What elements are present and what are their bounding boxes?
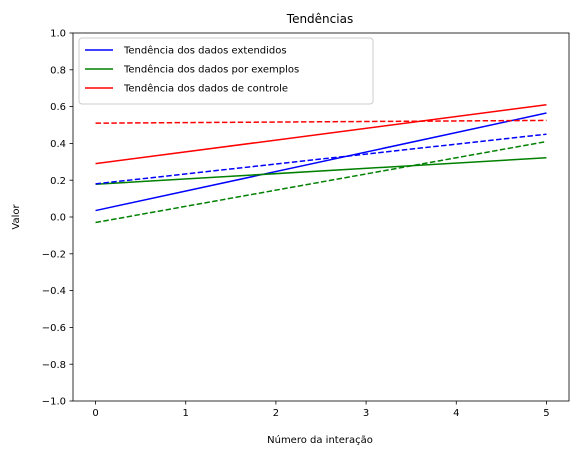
x-tick-label: 4 (453, 408, 459, 419)
y-tick-label: 0.4 (50, 139, 66, 150)
legend-label: Tendência dos dados de controle (123, 83, 288, 95)
x-tick-label: 2 (273, 408, 279, 419)
y-tick-label: −0.8 (42, 360, 66, 371)
y-axis-label: Valor (11, 204, 22, 230)
x-tick-label: 5 (543, 408, 549, 419)
y-tick-label: 0.8 (50, 65, 66, 76)
series-line-4 (95, 133, 547, 185)
y-tick-label: −0.2 (42, 249, 66, 260)
y-tick-label: 0.2 (50, 176, 66, 187)
series-line-6 (95, 119, 547, 124)
y-tick-label: 1.0 (50, 29, 66, 40)
legend: Tendência dos dados extendidos Tendência … (78, 37, 374, 105)
plot-area: 0 1 2 3 4 5 −1.0 −0.8 −0.6 −0.4 −0.2 0.0 0.2 0.4 0.6 0.… (42, 29, 570, 419)
series-line-2 (95, 157, 547, 185)
legend-label: Tendência dos dados extendidos (123, 45, 287, 57)
y-tick-label: −0.6 (42, 323, 66, 334)
x-axis-label: Número da interação (267, 434, 373, 446)
x-tick-label: 0 (92, 408, 98, 419)
x-tick-label: 1 (183, 408, 189, 419)
y-tick-label: −0.4 (42, 286, 66, 297)
y-tick-label: 0.6 (50, 102, 66, 113)
chart-title: Tendências (286, 12, 353, 26)
x-tick-label: 3 (363, 408, 369, 419)
y-tick-label: −1.0 (42, 397, 66, 408)
series-line-1 (95, 112, 547, 212)
series-line-3 (95, 104, 547, 165)
y-tick-label: 0.0 (50, 213, 66, 224)
legend-label: Tendência dos dados por exemplos (123, 64, 299, 76)
series-line-5 (95, 140, 547, 224)
legend-box (78, 37, 374, 105)
